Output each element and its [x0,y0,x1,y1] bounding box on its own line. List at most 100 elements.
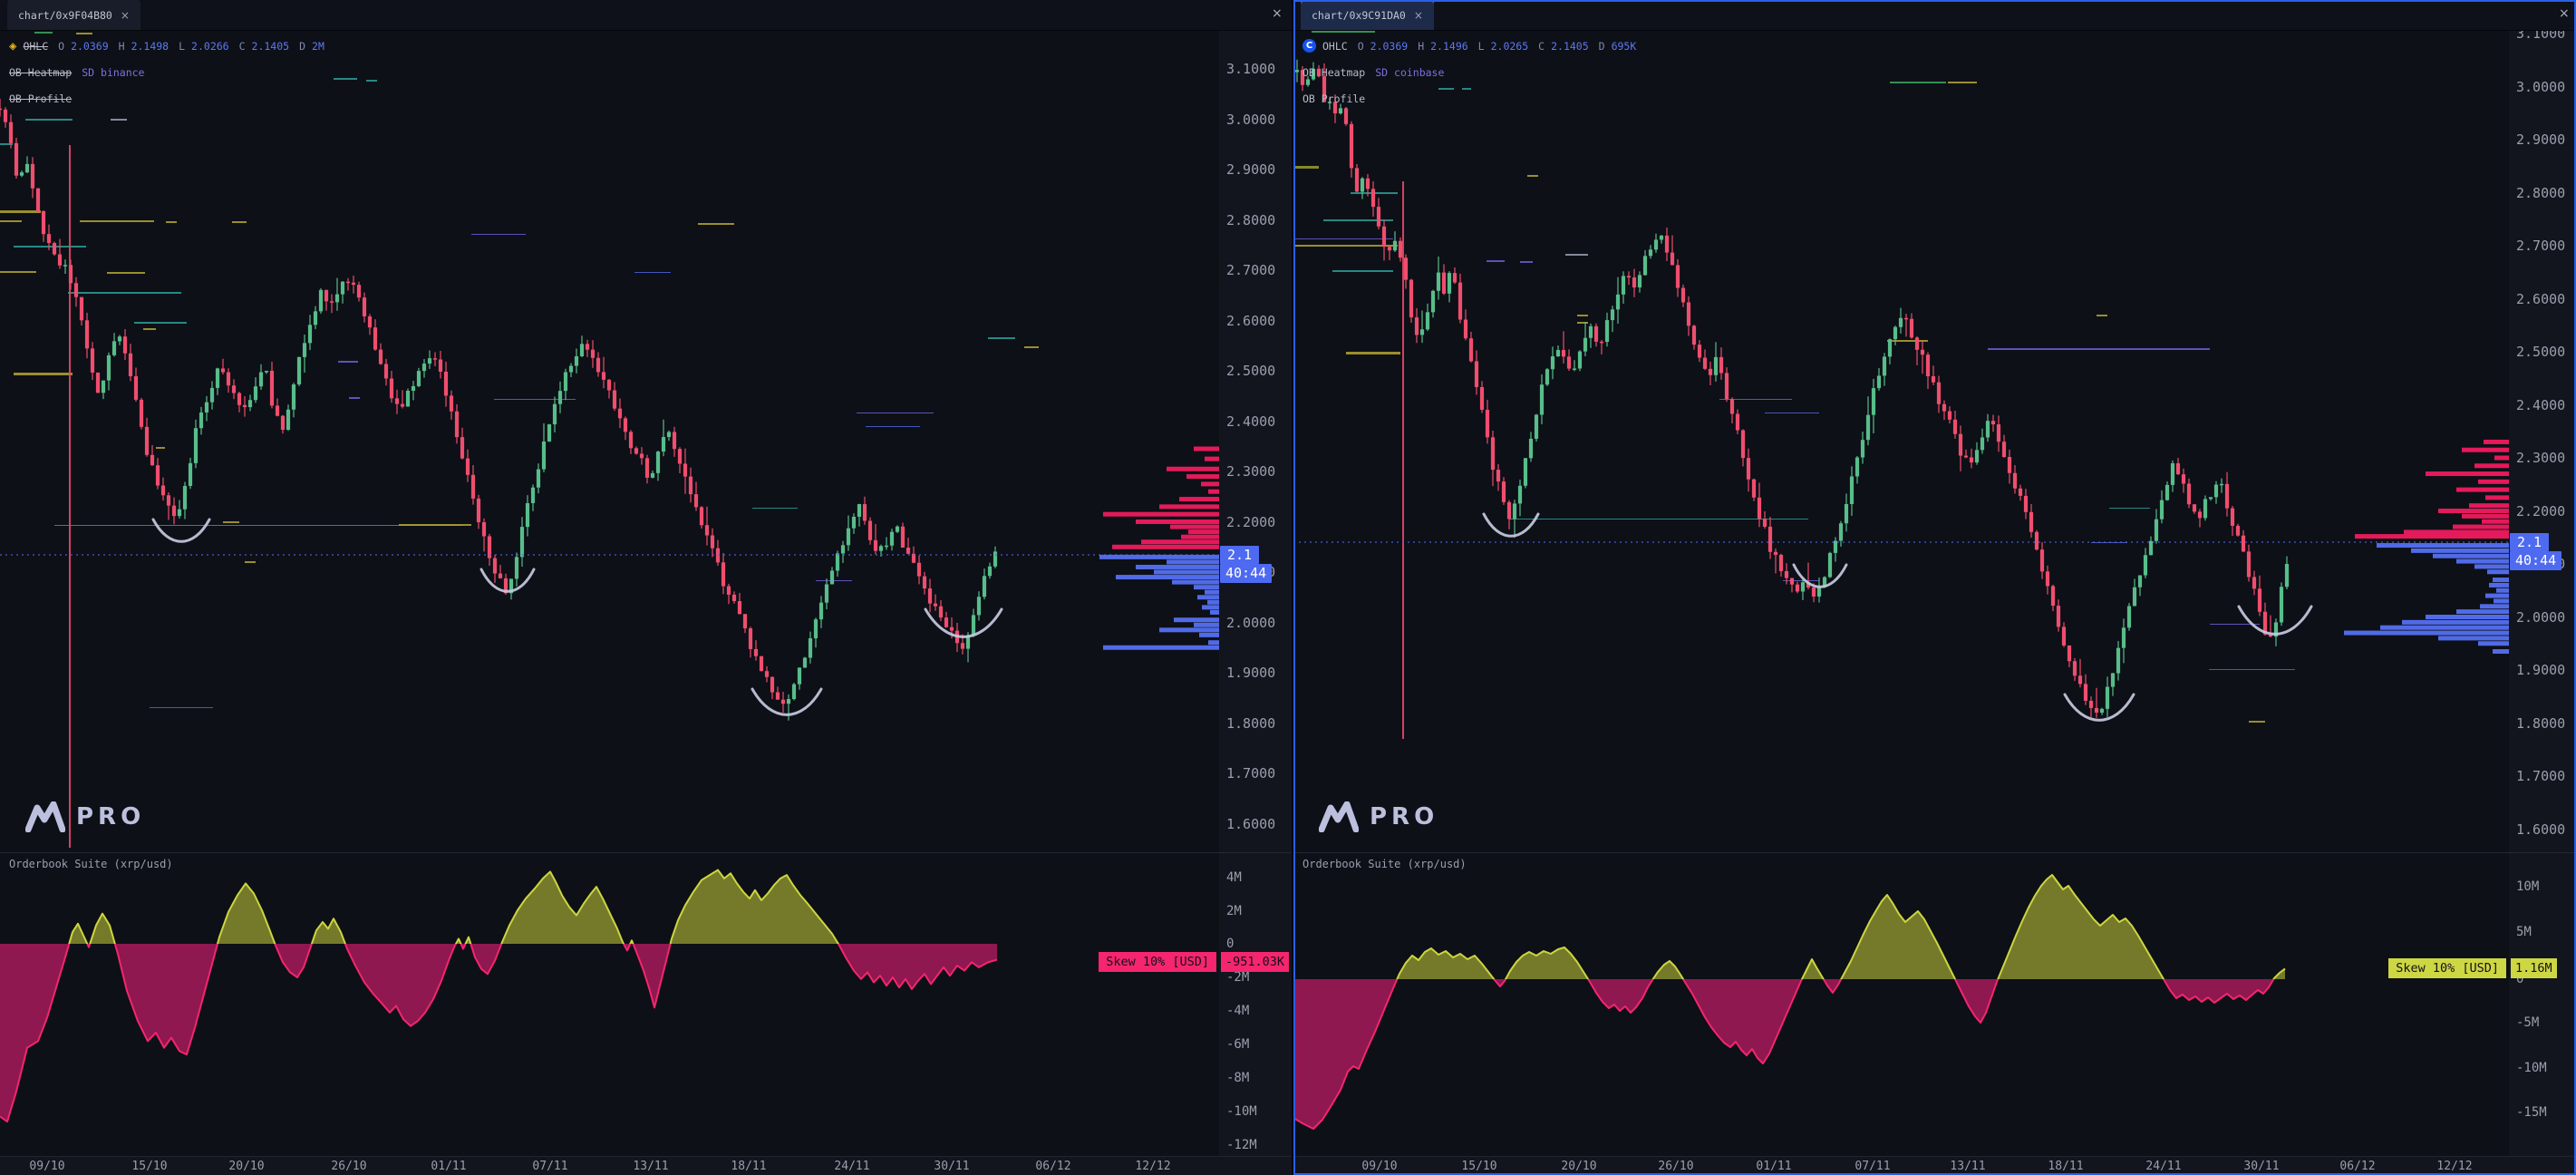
price-axis-label: 1.9000 [1226,665,1276,681]
skew-label-badge: Skew 10% [USD] [1099,952,1216,972]
close-value: 2.1405 [251,39,290,53]
price-axis-label: 2.8000 [1226,211,1276,228]
open-label: O [1357,39,1364,53]
price-axis-label: 2.6000 [1226,312,1276,329]
date-label: 18/11 [731,1160,767,1173]
tab-close-icon[interactable]: × [1413,8,1423,22]
price-axis-label: 2.5000 [1226,363,1276,379]
value-axis-label: -4M [1226,1004,1250,1018]
value-axis-label: 0 [2516,972,2524,986]
legend-heatmap-row[interactable]: OB Heatmap SD coinbase [1303,59,1636,85]
price-axis-label: 3.0000 [1226,111,1276,128]
skew-value-badge: -951.03K [1221,952,1290,972]
low-label: L [1477,39,1485,53]
date-label: 30/11 [2243,1160,2280,1173]
date-axis[interactable]: 09/10 15/10 20/10 26/10 01/11 07/11 13/11 18/11… [0,1156,1292,1175]
date-label: 18/11 [2048,1160,2084,1173]
price-axis-label: 1.6000 [2516,821,2566,838]
value-axis-label: -10M [1226,1104,1257,1119]
legend-profile-title[interactable]: OB Profile [1303,92,1366,105]
price-axis[interactable]: 3.1000 3.0000 2.9000 2.8000 2.7000 2.6000 2.50… [1219,30,1292,1156]
candle-countdown: 40:44 [2510,551,2562,570]
chart-plot[interactable] [0,0,1219,1175]
panel-separator[interactable] [0,852,1292,853]
date-label: 20/10 [1561,1160,1597,1173]
low-value: 2.0266 [191,39,229,53]
high-label: H [1418,39,1425,53]
legend-ohlc-row[interactable]: ◈ OHLC O 2.0369 H 2.1498 L 2.0266 C 2.1405 D… [9,33,324,59]
price-axis[interactable]: 3.1000 3.0000 2.9000 2.8000 2.7000 2.6000 2.50… [2509,25,2576,1156]
tab-close-icon[interactable]: × [120,8,130,22]
legend-ohlc-title[interactable]: OHLC [23,39,49,53]
high-value: 2.1496 [1430,39,1468,53]
close-pane-icon[interactable]: × [1272,6,1283,21]
low-value: 2.0265 [1490,39,1529,53]
chart-plot[interactable] [1293,0,2509,1175]
price-axis-label: 2.0000 [1226,614,1276,631]
delta-label: D [1598,39,1605,53]
pro-logo: PRO [25,801,145,832]
date-label: 20/10 [228,1160,265,1173]
indicator-legend: C OHLC O 2.0369 H 2.1496 L 2.0265 C 2.1405 D… [1303,33,1636,112]
pro-logo: PRO [1319,801,1438,832]
legend-ohlc-row[interactable]: C OHLC O 2.0369 H 2.1496 L 2.0265 C 2.1405 D… [1303,33,1636,59]
price-axis-label: 2.3000 [2516,450,2566,466]
price-axis-label: 2.5000 [2516,344,2566,360]
value-axis-label: -8M [1226,1071,1250,1085]
legend-heatmap-source: SD coinbase [1375,65,1445,79]
open-value: 2.0369 [1370,39,1409,53]
price-axis-label: 2.9000 [1226,161,1276,178]
price-axis-label: 2.7000 [1226,262,1276,278]
panel-title: Orderbook Suite (xrp/usd) [1303,858,1467,870]
panel-title: Orderbook Suite (xrp/usd) [9,858,173,870]
skew-value-badge: 1.16M [2511,958,2557,978]
tab-chart[interactable]: chart/0x9F04B80 × [7,0,140,30]
value-axis-label: 2M [1226,904,1242,918]
close-value: 2.1405 [1551,39,1589,53]
value-axis-label: 0 [1226,937,1235,951]
legend-profile-row[interactable]: OB Profile [1303,85,1636,112]
date-label: 13/11 [1950,1160,1986,1173]
date-label: 26/10 [331,1160,367,1173]
price-axis-label: 2.3000 [1226,463,1276,480]
value-axis-label: -12M [1226,1138,1257,1152]
price-axis-label: 3.1000 [1226,61,1276,77]
legend-heatmap-title[interactable]: OB Heatmap [9,65,73,79]
price-axis-label: 2.0000 [2516,608,2566,626]
panel-separator[interactable] [1293,852,2576,853]
price-axis-label: 3.0000 [2516,78,2566,95]
legend-profile-title[interactable]: OB Profile [9,92,73,105]
logo-m-icon [1319,801,1359,832]
price-axis-label: 1.8000 [2516,714,2566,732]
value-axis-label: 10M [2516,879,2540,894]
value-axis-label: -10M [2516,1061,2547,1075]
chart-pane-right: 3.1000 3.0000 2.9000 2.8000 2.7000 2.6000 2.50… [1293,0,2576,1175]
date-label: 26/10 [1658,1160,1694,1173]
delta-label: D [299,39,306,53]
tab-label: chart/0x9F04B80 [18,8,112,22]
legend-heatmap-row[interactable]: OB Heatmap SD binance [9,59,324,85]
date-label: 07/11 [532,1160,568,1173]
legend-heatmap-title[interactable]: OB Heatmap [1303,65,1366,79]
price-axis-label: 2.6000 [2516,290,2566,307]
close-label: C [238,39,246,53]
tab-bar: chart/0x9F04B80 × × [0,0,1292,31]
logo-text: PRO [76,803,146,830]
legend-ohlc-title[interactable]: OHLC [1322,39,1348,53]
tab-bar: chart/0x9C91DA0 × × [1293,0,2576,31]
value-axis-label: -5M [2516,1015,2540,1030]
date-label: 13/11 [633,1160,669,1173]
price-axis-label: 2.7000 [2516,238,2566,254]
price-axis-label: 2.2000 [1226,513,1276,530]
value-axis-label: -2M [1226,970,1250,985]
tab-chart-active[interactable]: chart/0x9C91DA0 × [1301,0,1434,30]
date-label: 24/11 [834,1160,870,1173]
date-axis[interactable]: 09/10 15/10 20/10 26/10 01/11 07/11 13/11 18/11… [1293,1156,2576,1175]
price-axis-label: 2.4000 [2516,396,2566,413]
coinbase-icon: C [1303,39,1316,53]
value-axis-label: 4M [1226,870,1242,885]
value-axis-label: -6M [1226,1037,1250,1052]
legend-profile-row[interactable]: OB Profile [9,85,324,112]
close-pane-icon[interactable]: × [2559,6,2570,21]
high-value: 2.1498 [131,39,169,53]
